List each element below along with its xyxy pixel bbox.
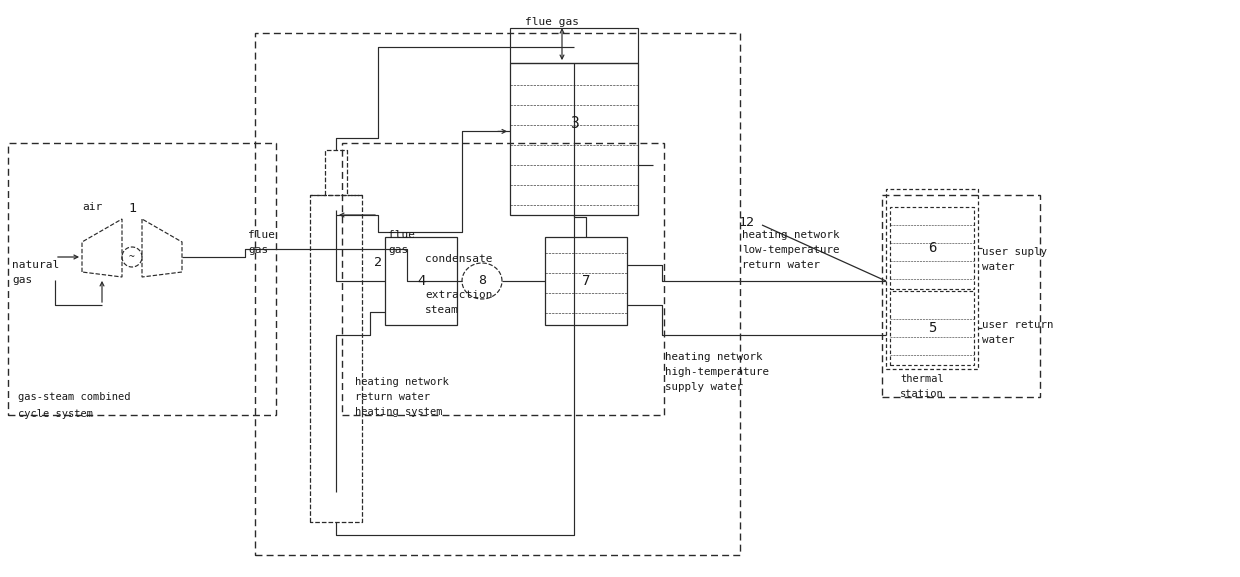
Text: water: water xyxy=(982,262,1014,272)
Text: heating system: heating system xyxy=(355,407,443,417)
Bar xyxy=(255,33,740,555)
Text: supply water: supply water xyxy=(665,382,743,392)
Text: station: station xyxy=(900,389,944,399)
Text: gas: gas xyxy=(248,245,268,255)
Bar xyxy=(510,63,639,215)
Text: gas-steam combined: gas-steam combined xyxy=(19,392,130,402)
Text: user return: user return xyxy=(982,320,1054,330)
Text: thermal: thermal xyxy=(900,374,944,384)
Text: ~: ~ xyxy=(129,252,135,262)
Text: 12: 12 xyxy=(738,215,754,228)
Text: heating network: heating network xyxy=(665,352,763,362)
Text: gas: gas xyxy=(388,245,408,255)
Text: user suply: user suply xyxy=(982,247,1047,257)
Text: 8: 8 xyxy=(477,275,486,287)
Text: heating network: heating network xyxy=(742,230,839,240)
Bar xyxy=(890,291,973,365)
Bar xyxy=(384,237,458,325)
Text: return water: return water xyxy=(742,260,820,270)
Text: gas: gas xyxy=(12,275,32,285)
Text: 1: 1 xyxy=(128,203,136,215)
Text: extraction: extraction xyxy=(425,290,492,300)
Text: flue: flue xyxy=(248,230,275,240)
Text: 6: 6 xyxy=(928,241,936,255)
Bar xyxy=(887,189,978,369)
Text: 3: 3 xyxy=(569,117,578,132)
Text: low-temperature: low-temperature xyxy=(742,245,839,255)
Text: high-temperature: high-temperature xyxy=(665,367,769,377)
Text: 4: 4 xyxy=(417,274,425,288)
Text: flue gas: flue gas xyxy=(525,17,579,27)
Bar xyxy=(7,143,277,415)
Text: 5: 5 xyxy=(928,321,936,335)
Text: water: water xyxy=(982,335,1014,345)
Text: natural: natural xyxy=(12,260,60,270)
Bar xyxy=(510,28,639,63)
Bar xyxy=(342,143,663,415)
Text: steam: steam xyxy=(425,305,459,315)
Bar xyxy=(882,195,1040,397)
Text: heating network: heating network xyxy=(355,377,449,387)
Text: flue: flue xyxy=(388,230,415,240)
Text: 7: 7 xyxy=(582,274,590,288)
Text: cycle system: cycle system xyxy=(19,409,93,419)
Text: return water: return water xyxy=(355,392,430,402)
Bar xyxy=(890,207,973,289)
Text: 2: 2 xyxy=(374,256,382,268)
Text: air: air xyxy=(82,202,102,212)
Bar xyxy=(546,237,627,325)
Text: condensate: condensate xyxy=(425,254,492,264)
